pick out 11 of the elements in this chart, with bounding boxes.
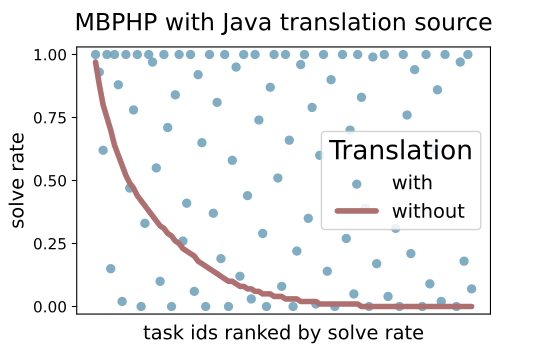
y-tick-label: 0.00 [34,300,66,313]
x-axis-title: task ids ranked by solve rate [144,324,424,344]
y-tick-label: 0.50 [34,174,66,187]
legend-label: with [392,174,432,190]
y-tick-label: 0.75 [34,112,66,124]
y-tick-label: 1.00 [34,48,66,61]
y-tick-label: 0.25 [34,238,66,250]
legend-title: Translation [329,139,471,160]
y-axis-title: solve rate [8,133,24,228]
legend-label: without [392,202,464,218]
chart-title: MBPHP with Java translation source [76,12,492,35]
